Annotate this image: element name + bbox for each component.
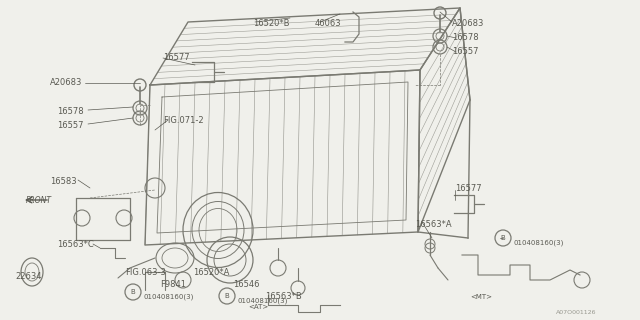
Text: FIG.063-3: FIG.063-3 xyxy=(125,268,166,277)
Text: 16583: 16583 xyxy=(50,177,77,186)
Text: 22634: 22634 xyxy=(15,272,42,281)
Text: 16520*A: 16520*A xyxy=(193,268,229,277)
Text: 010408160(3): 010408160(3) xyxy=(237,297,287,303)
Text: 16520*B: 16520*B xyxy=(253,19,289,28)
Text: 16557: 16557 xyxy=(57,121,83,130)
Text: 16577: 16577 xyxy=(163,53,189,62)
Text: 010408160(3): 010408160(3) xyxy=(143,293,193,300)
Text: 16578: 16578 xyxy=(57,107,84,116)
Text: 16557: 16557 xyxy=(452,47,479,56)
Text: B: B xyxy=(131,289,136,295)
Text: F9841: F9841 xyxy=(160,280,186,289)
Text: 16563*B: 16563*B xyxy=(265,292,301,301)
Text: 16563*A: 16563*A xyxy=(415,220,452,229)
Text: 16563*C: 16563*C xyxy=(57,240,93,249)
Text: <MT>: <MT> xyxy=(470,294,492,300)
Text: A20683: A20683 xyxy=(452,19,484,28)
Text: B: B xyxy=(225,293,229,299)
Text: A20683: A20683 xyxy=(50,78,83,87)
Text: <AT>: <AT> xyxy=(248,304,268,310)
Text: 010408160(3): 010408160(3) xyxy=(513,239,563,245)
Text: 16546: 16546 xyxy=(233,280,259,289)
Text: 46063: 46063 xyxy=(315,19,342,28)
Text: A07O001126: A07O001126 xyxy=(556,310,596,315)
Text: 16577: 16577 xyxy=(455,184,482,193)
Text: 16578: 16578 xyxy=(452,33,479,42)
Text: B: B xyxy=(500,235,506,241)
Text: FIG.071-2: FIG.071-2 xyxy=(163,116,204,125)
Text: FRONT: FRONT xyxy=(26,196,52,205)
